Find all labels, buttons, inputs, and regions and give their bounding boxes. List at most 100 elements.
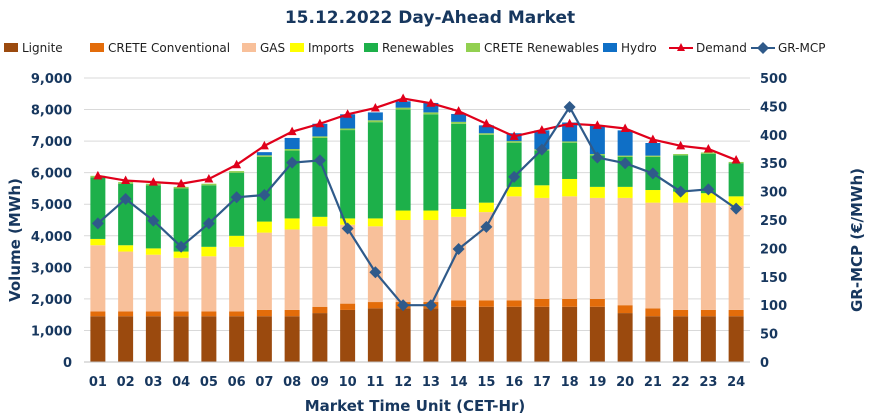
bar-gas <box>312 226 328 307</box>
y-tick-label: 3,000 <box>31 261 72 276</box>
bar-imports <box>534 185 550 198</box>
bar-imports <box>90 238 106 246</box>
bar-gas <box>423 220 439 303</box>
bar-crete-renewables <box>562 141 578 143</box>
bar-gas <box>201 256 217 312</box>
demand-point <box>315 118 325 128</box>
mcp-point <box>230 191 243 204</box>
bar-imports <box>229 235 245 247</box>
legend-label: Hydro <box>621 41 657 55</box>
bar-lignite <box>673 316 689 362</box>
bar-crete-conventional <box>645 308 661 317</box>
legend-item-crete-conventional: CRETE Conventional <box>90 41 230 55</box>
bar-hydro <box>478 125 494 134</box>
y2-tick-label: 400 <box>760 129 787 144</box>
legend-label: CRETE Conventional <box>108 41 230 55</box>
y-tick-label: 5,000 <box>31 198 72 213</box>
bar-crete-conventional <box>284 309 300 317</box>
mcp-point <box>341 222 354 235</box>
bar-lignite <box>506 306 522 362</box>
y2-tick-label: 100 <box>760 299 787 314</box>
bar-gas <box>340 224 356 304</box>
bar-renewables <box>562 142 578 179</box>
demand-point <box>592 120 602 129</box>
legend-label: Renewables <box>382 41 454 55</box>
legend-label: GR-MCP <box>778 41 825 55</box>
legend-item-demand: Demand <box>669 41 747 55</box>
bar-gas <box>617 197 633 306</box>
mcp-point <box>508 170 521 183</box>
bar-lignite <box>562 306 578 362</box>
y-axis-label: Volume (MWh) <box>6 178 24 302</box>
bar-crete-renewables <box>229 171 245 173</box>
x-tick-label: 05 <box>200 375 218 390</box>
demand-point <box>93 170 103 180</box>
y2-tick-label: 350 <box>760 157 787 172</box>
legend-marker <box>757 42 769 54</box>
bar-lignite <box>201 316 217 362</box>
legend-label: Demand <box>696 41 747 55</box>
demand-point <box>204 173 214 183</box>
bar-crete-renewables <box>173 186 189 189</box>
mcp-point <box>480 220 493 233</box>
bar-imports <box>367 218 383 227</box>
bar-gas <box>728 205 744 310</box>
bar-hydro <box>395 101 411 108</box>
mcp-point <box>702 183 715 196</box>
x-tick-label: 13 <box>422 375 440 390</box>
y-tick-label: 7,000 <box>31 135 72 150</box>
y2-tick-label: 150 <box>760 271 787 286</box>
y-tick-label: 4,000 <box>31 230 72 245</box>
bar-crete-conventional <box>145 311 161 317</box>
mcp-point <box>91 217 104 230</box>
bar-renewables <box>728 163 744 197</box>
demand-point <box>121 175 131 185</box>
legend-swatch <box>364 43 378 52</box>
y-tick-label: 8,000 <box>31 104 72 119</box>
y-tick-label: 2,000 <box>31 293 72 308</box>
demand-point <box>454 106 464 115</box>
lines <box>91 93 743 312</box>
bar-crete-conventional <box>451 300 467 307</box>
legend-swatch <box>466 43 480 52</box>
x-tick-label: 07 <box>255 375 273 390</box>
bar-lignite <box>284 316 300 362</box>
bar-hydro <box>451 113 467 122</box>
bar-gas <box>367 226 383 303</box>
legend: Lignite CRETE Conventional GAS Imports Renew… <box>4 41 825 55</box>
bar-crete-renewables <box>506 141 522 143</box>
bar-renewables <box>589 155 605 187</box>
bar-imports <box>395 210 411 220</box>
mcp-point <box>674 185 687 198</box>
bar-renewables <box>229 172 245 236</box>
line-gr-mcp <box>97 104 737 307</box>
bar-renewables <box>312 137 328 217</box>
bar-imports <box>173 251 189 258</box>
bar-lignite <box>423 308 439 362</box>
legend-swatch <box>4 43 18 52</box>
bar-gas <box>534 197 550 299</box>
bar-crete-renewables <box>367 120 383 123</box>
mcp-point <box>369 266 382 279</box>
bar-lignite <box>229 316 245 362</box>
bar-crete-conventional <box>700 309 716 317</box>
demand-point <box>370 102 380 112</box>
mcp-point <box>397 299 410 312</box>
x-tick-label: 24 <box>727 375 745 390</box>
x-tick-label: 20 <box>616 375 634 390</box>
bar-hydro <box>256 152 272 156</box>
bar-lignite <box>700 316 716 362</box>
bar-gas <box>700 202 716 310</box>
bar-crete-renewables <box>700 152 716 154</box>
bar-hydro <box>645 143 661 156</box>
bar-gas <box>589 197 605 299</box>
bar-crete-renewables <box>395 107 411 110</box>
mcp-point <box>119 192 132 205</box>
mcp-point <box>258 189 271 202</box>
demand-point <box>509 131 519 140</box>
bar-crete-conventional <box>312 306 328 314</box>
demand-point <box>343 109 353 118</box>
demand-point <box>648 134 658 144</box>
bar-lignite <box>451 306 467 362</box>
bar-lignite <box>395 308 411 362</box>
